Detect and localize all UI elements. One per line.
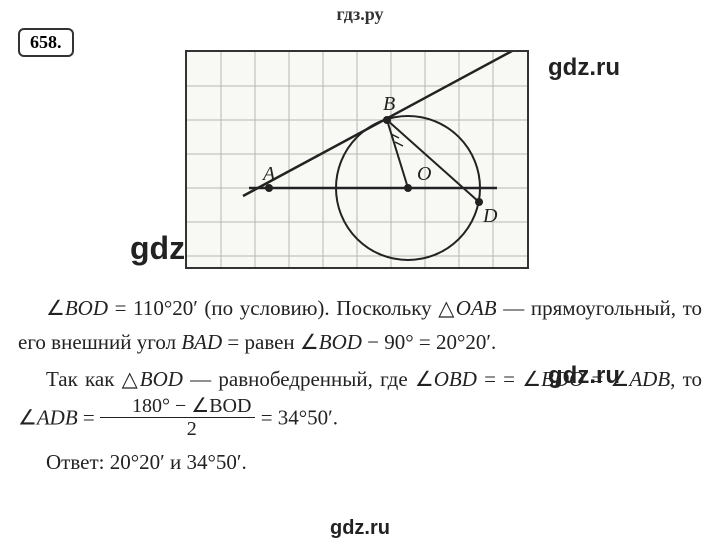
t: OAB: [456, 296, 497, 320]
t: = равен: [222, 330, 295, 354]
t: OBD: [434, 367, 477, 391]
t: = 34°50′.: [255, 405, 338, 429]
t: BDO: [541, 367, 584, 391]
t: — равнобедренный, где ∠: [183, 367, 434, 391]
fraction: 180° − ∠BOD2: [100, 395, 255, 440]
grid: [187, 52, 527, 267]
label-D: D: [482, 205, 498, 227]
problem-number-box: 658.: [18, 28, 74, 57]
t: ∠: [46, 296, 65, 320]
t: − 90° = 20°20′.: [362, 330, 496, 354]
watermark-footer: gdz.ru: [0, 517, 720, 540]
line-BD: [387, 120, 479, 202]
answer-label: Ответ:: [46, 450, 110, 474]
t: =: [78, 405, 100, 429]
frac-den: 2: [100, 418, 255, 440]
t: ∠: [300, 330, 319, 354]
t: BOD: [319, 330, 362, 354]
t: BOD: [65, 296, 108, 320]
label-A: A: [261, 163, 276, 185]
watermark-top-right: gdz.ru: [548, 54, 620, 82]
point-D: [475, 198, 483, 206]
line-tangent-AB: [243, 52, 525, 196]
t: Так как △: [46, 367, 140, 391]
t: = ∠: [584, 367, 629, 391]
label-B: B: [383, 93, 395, 115]
t: BOD: [140, 367, 183, 391]
t: = ∠: [503, 367, 541, 391]
t: = 110°20′ (по условию). Поскольку △: [108, 296, 456, 320]
site-header: гдз.ру: [0, 0, 720, 25]
point-B: [383, 116, 391, 124]
t: =: [477, 367, 496, 391]
answer-value: 20°20′ и 34°50′.: [110, 450, 247, 474]
t: —: [497, 296, 525, 320]
solution-text: ∠BOD = 110°20′ (по условию). Поскольку △…: [18, 292, 702, 483]
frac-num: 180° − ∠BOD: [100, 395, 255, 418]
label-O: O: [417, 163, 431, 185]
point-A: [265, 184, 273, 192]
t: BAD: [181, 330, 222, 354]
point-O: [404, 184, 412, 192]
geometry-figure: A B O D: [185, 50, 529, 269]
t: ADB: [629, 367, 670, 391]
t: ADB: [37, 405, 78, 429]
